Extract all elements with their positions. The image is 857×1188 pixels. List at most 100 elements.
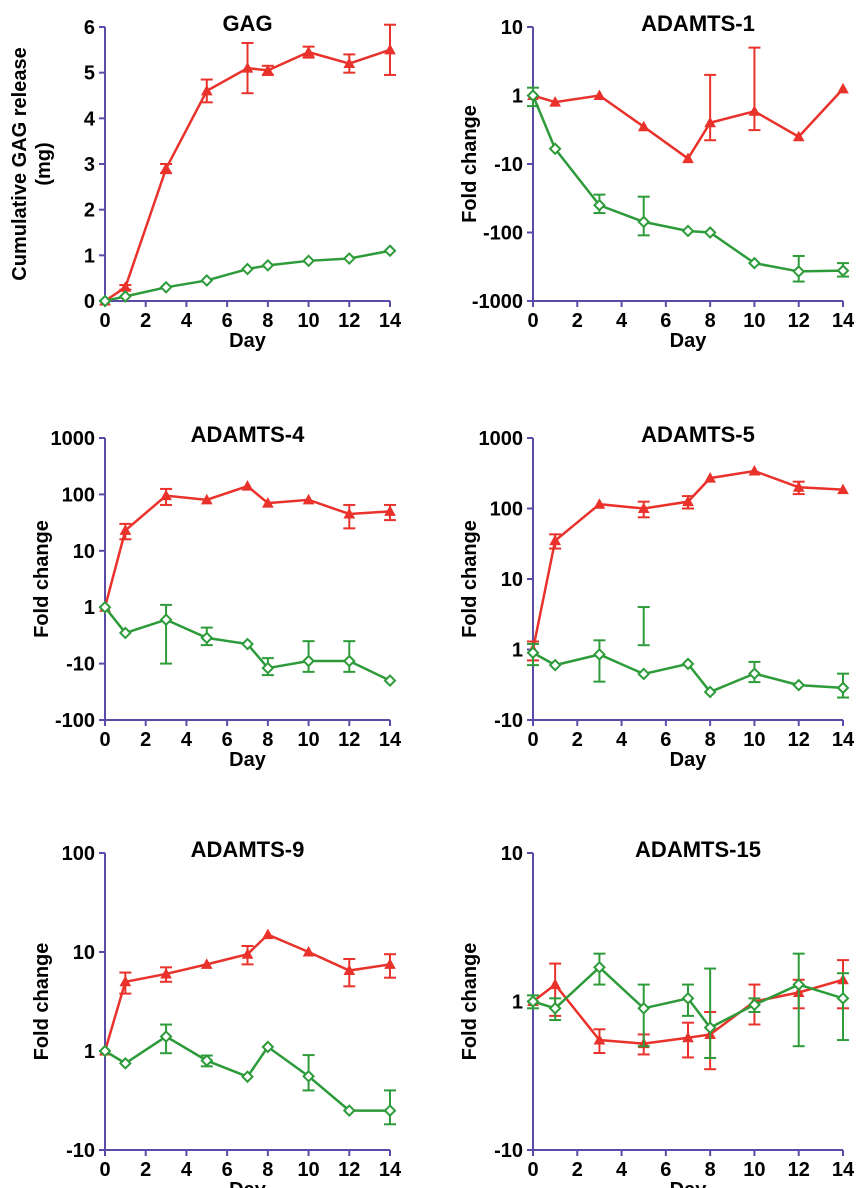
- chart-title: ADAMTS-5: [641, 422, 755, 447]
- y-tick-label: 1: [84, 245, 95, 267]
- y-axis-label: Fold change: [459, 943, 481, 1061]
- green-data-point: [681, 657, 695, 671]
- red-data-point: [593, 498, 606, 509]
- x-tick-label: 12: [788, 729, 810, 751]
- green-data-point: [118, 626, 132, 640]
- y-axis-label: Cumulative GAG release: [9, 47, 31, 280]
- x-tick-label: 6: [222, 1159, 233, 1181]
- green-data-point: [302, 1069, 315, 1083]
- y-axis-label: Fold change: [459, 520, 481, 638]
- red-data-point: [241, 62, 254, 73]
- red-data-point: [119, 281, 132, 292]
- green-data-point: [200, 631, 214, 645]
- y-tick-label: 10: [73, 541, 95, 563]
- y-axis-label: Fold change: [31, 520, 53, 638]
- chart-panel-adamts-9: ADAMTS-9 100 10 1 -100 2 4 6 8 10 12 14 Day Fold chan…: [31, 837, 402, 1188]
- x-axis-label: Day: [229, 330, 267, 352]
- green-data-point: [548, 658, 562, 672]
- red-data-point: [343, 964, 356, 976]
- x-tick-label: 8: [262, 1159, 273, 1181]
- x-tick-label: 14: [832, 729, 855, 751]
- x-tick-label: 0: [527, 1159, 538, 1181]
- red-data-point: [200, 493, 213, 505]
- red-data-point: [637, 120, 650, 132]
- y-tick-label: 0: [84, 291, 95, 313]
- red-data-point: [302, 493, 315, 505]
- red-data-point: [160, 489, 172, 501]
- red-data-point: [748, 105, 761, 116]
- x-tick-label: 14: [832, 1159, 855, 1181]
- x-tick-label: 4: [616, 729, 628, 751]
- green-data-point: [98, 600, 112, 614]
- green-data-point: [118, 1056, 132, 1070]
- red-data-point: [119, 975, 132, 987]
- green-data-point: [748, 256, 761, 270]
- x-tick-label: 4: [181, 729, 193, 751]
- x-tick-label: 10: [743, 729, 765, 751]
- y-tick-label: -10: [494, 1140, 523, 1162]
- green-data-point: [593, 648, 606, 661]
- x-tick-label: 10: [297, 729, 319, 751]
- x-tick-label: 14: [379, 310, 402, 332]
- chart-panel-adamts-4: ADAMTS-4 1000 100 10 1 -10 -1000 2 4 6 8 10 12 14 Day F…: [31, 422, 402, 771]
- red-data-point: [262, 64, 274, 75]
- green-data-point: [302, 654, 315, 668]
- x-tick-label: 6: [660, 729, 671, 751]
- x-tick-label: 14: [832, 310, 855, 332]
- red-data-point: [549, 534, 561, 546]
- y-tick-label: 3: [84, 154, 95, 176]
- y-tick-label: 1: [84, 1041, 95, 1063]
- x-tick-label: 6: [660, 1159, 671, 1181]
- chart-title: ADAMTS-9: [191, 837, 305, 862]
- green-data-point: [593, 960, 606, 974]
- red-data-point: [384, 43, 396, 55]
- red-data-point: [200, 958, 213, 969]
- x-tick-label: 14: [379, 729, 402, 751]
- y-tick-label: 10: [501, 569, 523, 591]
- x-tick-label: 12: [338, 1159, 360, 1181]
- green-data-point: [302, 254, 315, 268]
- red-data-point: [160, 967, 172, 979]
- x-tick-label: 12: [788, 1159, 810, 1181]
- y-tick-label: 1000: [479, 428, 524, 450]
- green-data-point: [200, 274, 214, 287]
- green-data-point: [748, 667, 761, 681]
- y-tick-label: -10: [66, 1140, 95, 1162]
- y-tick-label: 1: [512, 992, 523, 1014]
- x-tick-label: 12: [338, 310, 360, 332]
- x-tick-label: 6: [222, 729, 233, 751]
- red-data-point: [384, 505, 396, 516]
- red-data-point: [682, 1031, 694, 1043]
- green-data-point: [342, 252, 356, 265]
- red-data-point: [837, 483, 849, 495]
- green-data-point: [548, 1001, 562, 1015]
- x-tick-label: 8: [262, 310, 273, 332]
- green-data-point: [383, 1104, 397, 1118]
- red-data-point: [343, 507, 356, 519]
- chart-title: ADAMTS-4: [191, 422, 305, 447]
- y-tick-label: 1: [84, 597, 95, 619]
- green-data-point: [342, 1104, 356, 1118]
- x-tick-label: 0: [99, 729, 110, 751]
- chart-panel-adamts-5: ADAMTS-5 1000 100 10 1 -100 2 4 6 8 10 12 14 Day Fold …: [459, 422, 855, 771]
- x-tick-label: 6: [660, 310, 671, 332]
- green-data-point: [637, 1001, 651, 1015]
- x-tick-label: 0: [99, 310, 110, 332]
- y-tick-label: 5: [84, 63, 95, 85]
- chart-title: GAG: [222, 11, 272, 36]
- x-axis-label: Day: [670, 1179, 708, 1188]
- green-data-point: [261, 661, 275, 675]
- green-data-point: [98, 294, 112, 308]
- red-data-point: [384, 958, 396, 969]
- green-data-point: [681, 991, 695, 1005]
- green-data-point: [159, 1030, 173, 1043]
- green-data-point: [383, 244, 397, 258]
- red-data-point: [837, 82, 849, 94]
- x-tick-label: 10: [297, 310, 319, 332]
- x-tick-label: 8: [705, 310, 716, 332]
- y-tick-label: 10: [501, 843, 523, 865]
- red-data-point: [704, 472, 716, 483]
